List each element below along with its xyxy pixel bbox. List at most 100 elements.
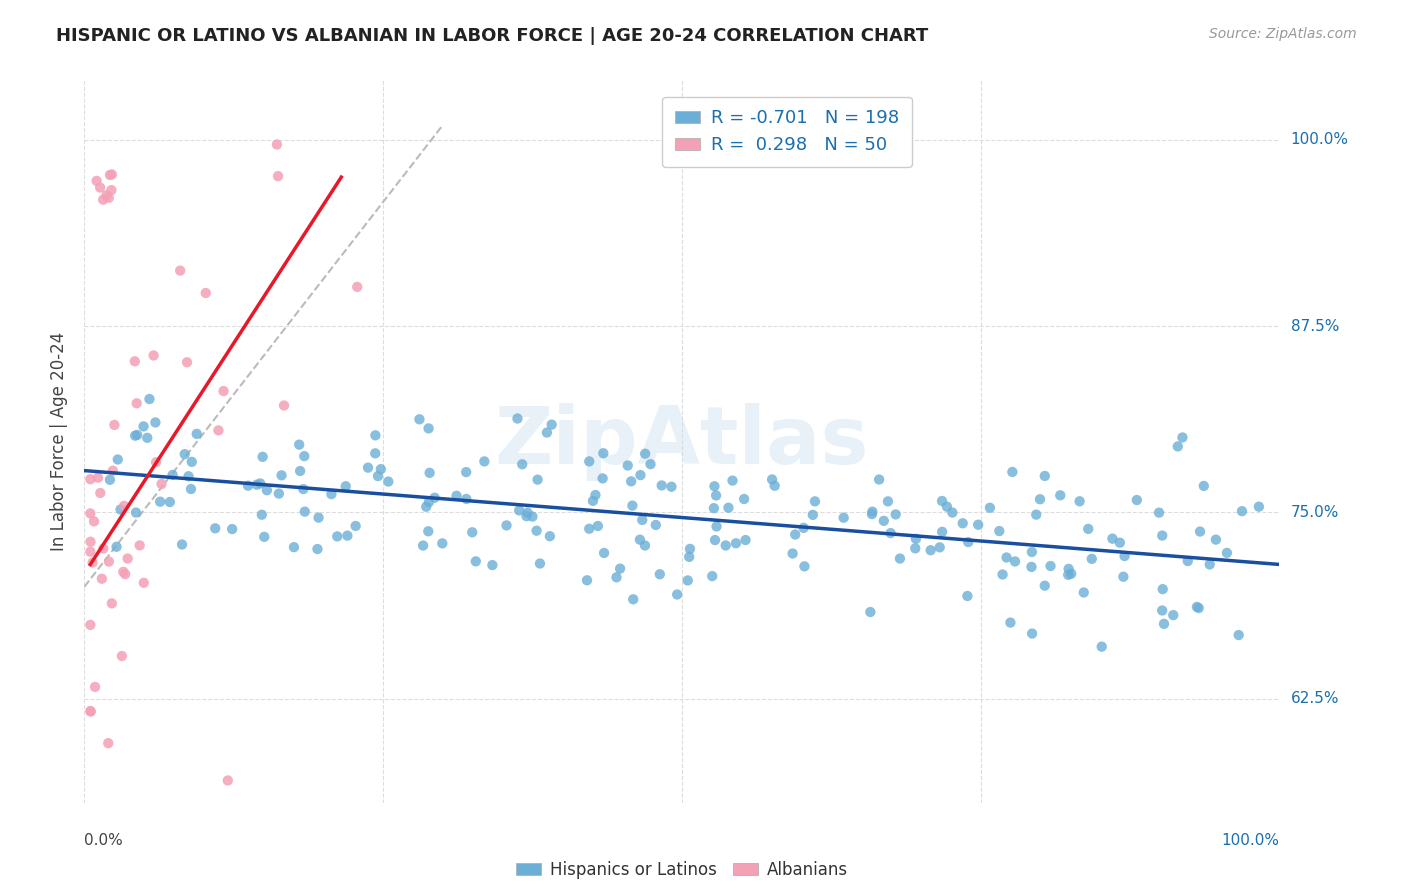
Point [84,680,107,694]
Point [236,479,259,493]
Point [1049,488,1071,502]
Point [110,502,132,516]
Point [1001,465,1024,479]
Point [91,193,114,207]
Point [418,524,440,539]
Point [415,500,437,514]
Point [194,285,217,300]
Point [620,475,643,489]
Point [176,355,198,369]
Point [676,574,699,588]
Point [585,488,607,502]
Point [346,280,368,294]
Point [586,519,609,533]
Point [142,348,165,362]
Legend: Hispanics or Latinos, Albanians: Hispanics or Latinos, Albanians [509,855,855,886]
Point [124,428,146,442]
Point [804,494,827,508]
Point [616,458,638,473]
Point [344,519,367,533]
Point [644,518,666,533]
Point [321,487,343,501]
Point [100,183,122,197]
Point [1069,494,1091,508]
Point [1227,628,1250,642]
Point [1033,469,1056,483]
Point [150,477,173,491]
Point [634,447,657,461]
Point [212,384,235,398]
Point [1153,616,1175,631]
Point [1230,504,1253,518]
Point [112,565,135,579]
Point [1161,608,1184,623]
Point [186,426,208,441]
Text: 87.5%: 87.5% [1291,318,1339,334]
Point [832,510,855,524]
Point [592,471,614,485]
Point [250,508,273,522]
Point [920,543,942,558]
Point [661,480,683,494]
Point [89,180,111,194]
Point [1060,566,1083,581]
Point [1147,506,1170,520]
Point [628,533,651,547]
Point [294,505,316,519]
Point [101,168,124,182]
Point [931,524,953,539]
Point [432,536,454,550]
Point [516,506,538,520]
Point [79,507,101,521]
Point [292,482,315,496]
Point [956,589,979,603]
Point [1081,552,1104,566]
Point [1185,599,1208,614]
Point [991,567,1014,582]
Point [326,529,349,543]
Point [495,518,517,533]
Point [111,648,134,663]
Point [159,495,181,509]
Point [506,411,529,425]
Point [267,486,290,500]
Text: HISPANIC OR LATINO VS ALBANIAN IN LABOR FORCE | AGE 20-24 CORRELATION CHART: HISPANIC OR LATINO VS ALBANIAN IN LABOR … [56,27,928,45]
Point [631,513,654,527]
Point [957,535,980,549]
Point [928,541,950,555]
Point [1167,439,1189,453]
Point [904,532,927,546]
Point [651,478,673,492]
Point [952,516,974,531]
Point [1057,567,1080,582]
Point [107,452,129,467]
Point [267,169,290,183]
Point [79,618,101,632]
Point [456,465,478,479]
Point [252,450,274,464]
Point [873,514,896,528]
Point [370,462,392,476]
Point [207,423,229,437]
Point [510,457,533,471]
Text: 62.5%: 62.5% [1291,691,1339,706]
Point [412,539,434,553]
Point [169,263,191,277]
Point [578,454,600,468]
Point [1188,601,1211,615]
Point [336,528,359,542]
Point [1021,545,1043,559]
Point [995,550,1018,565]
Point [1091,640,1114,654]
Point [935,500,957,514]
Point [80,814,103,828]
Point [377,475,399,489]
Point [180,455,202,469]
Point [706,519,728,533]
Point [103,417,125,432]
Point [702,569,724,583]
Point [1152,603,1174,617]
Text: ZipAtlas: ZipAtlas [495,402,869,481]
Point [93,541,115,556]
Point [763,479,786,493]
